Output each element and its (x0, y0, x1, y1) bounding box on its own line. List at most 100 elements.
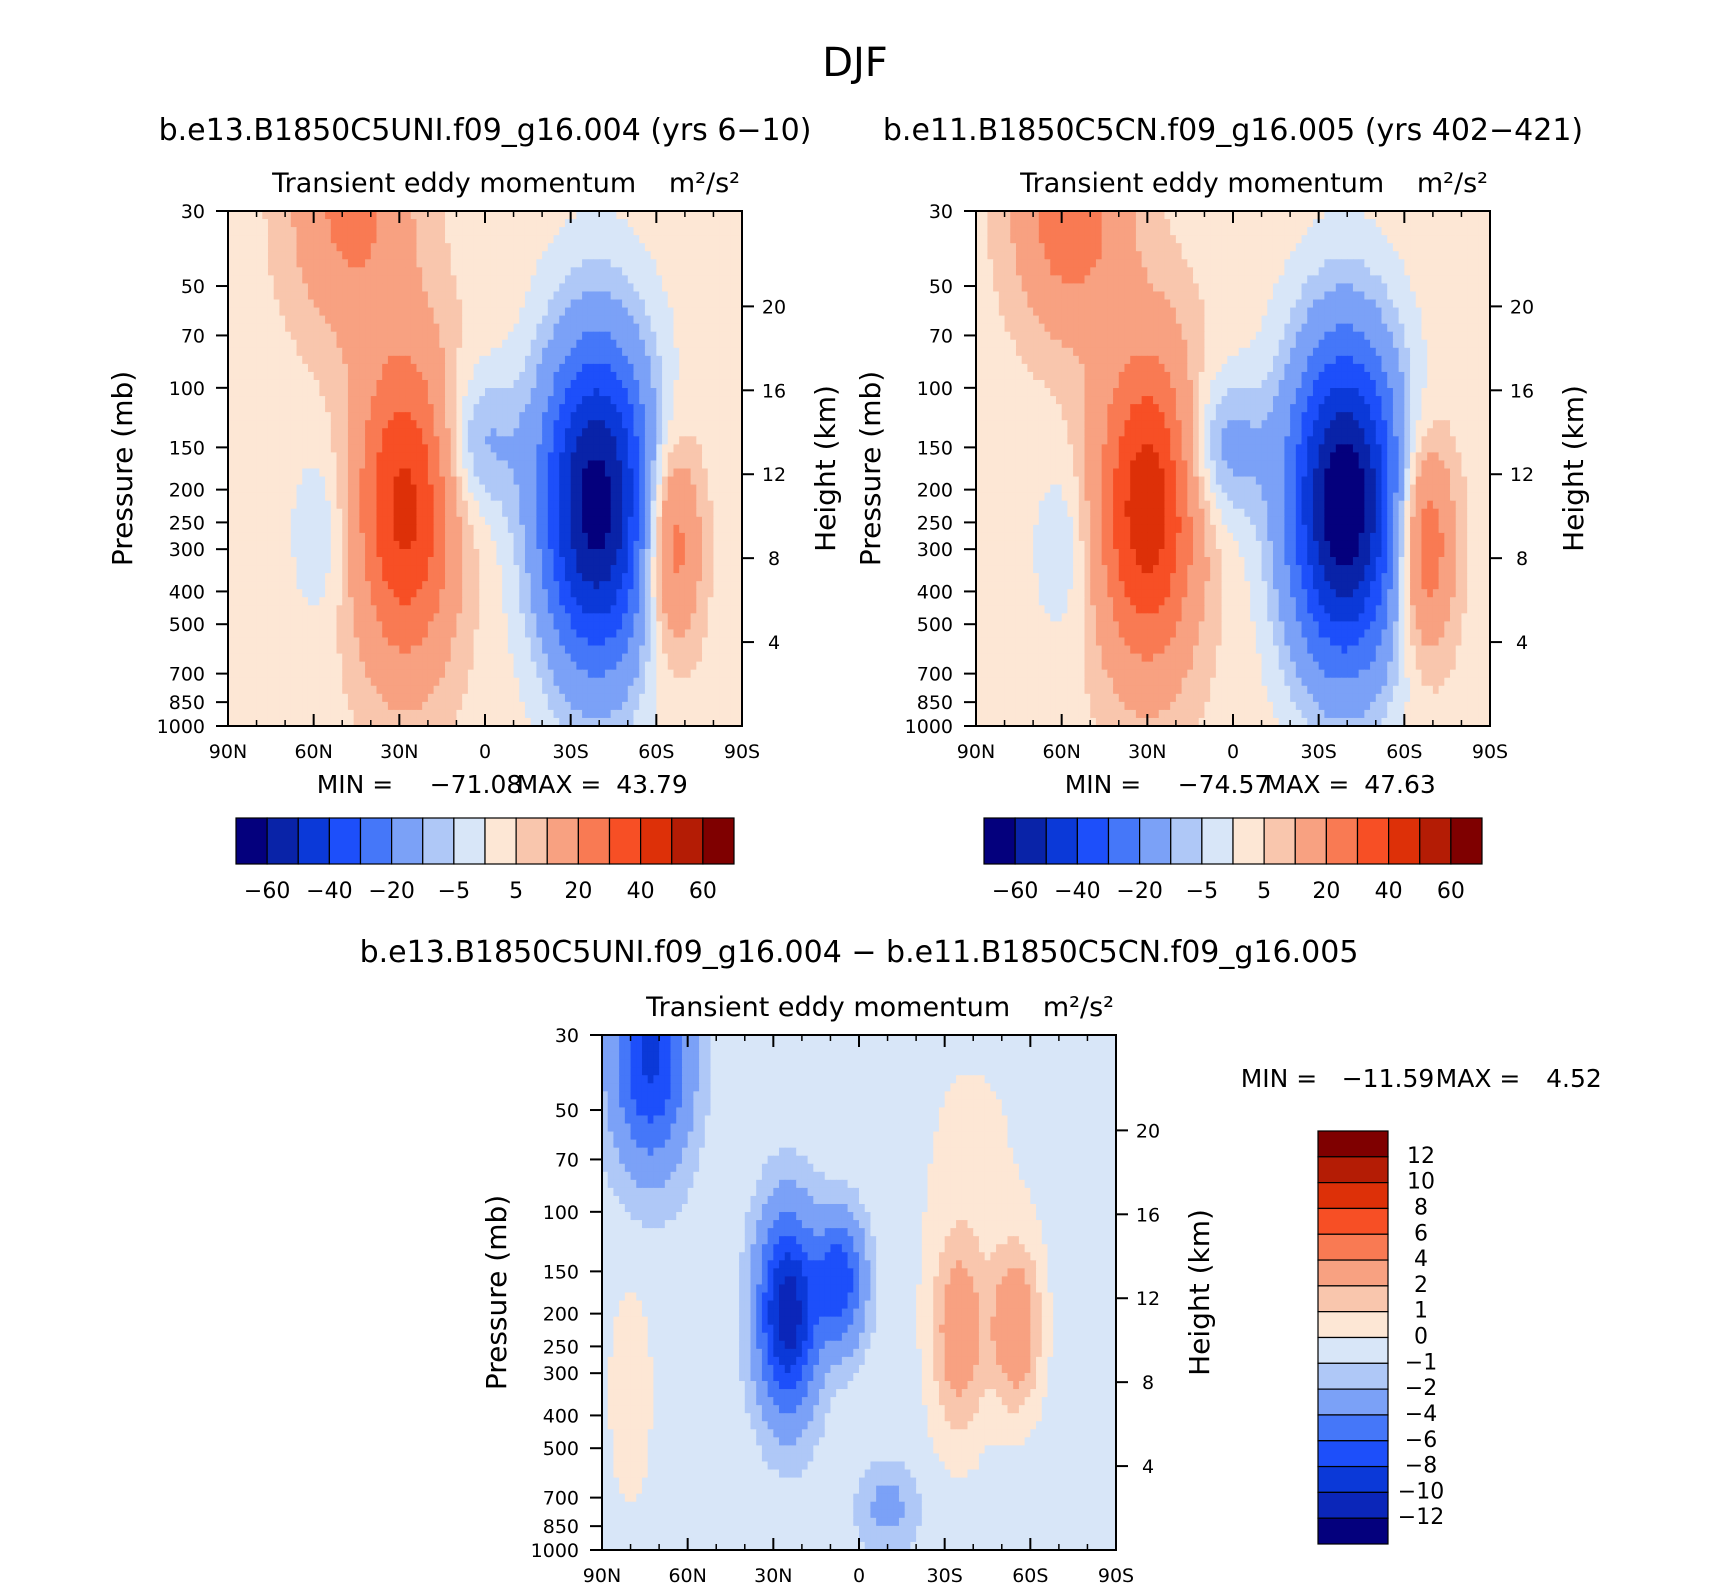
contour-cell (593, 557, 600, 566)
contour-cell (256, 404, 263, 413)
contour-cell (359, 524, 366, 534)
contour-cell (387, 404, 395, 413)
contour-cell (416, 307, 423, 317)
contour-cell (393, 219, 400, 228)
contour-cell (702, 597, 709, 606)
contour-cell (296, 259, 303, 268)
contour-cell (736, 307, 743, 317)
contour-cell (485, 508, 492, 518)
contour-cell (656, 637, 663, 647)
contour-cell (559, 565, 566, 574)
contour-cell (473, 557, 480, 566)
contour-cell (639, 219, 646, 228)
contour-cell (724, 516, 732, 526)
contour-cell (347, 259, 355, 268)
contour-cell (627, 645, 635, 655)
contour-cell (582, 363, 589, 373)
contour-cell (347, 589, 355, 598)
contour-cell (439, 396, 446, 405)
contour-cell (673, 573, 680, 582)
contour-cell (536, 299, 543, 309)
contour-cell (307, 211, 315, 220)
contour-cell (336, 323, 343, 333)
contour-cell (536, 444, 543, 454)
contour-cell (279, 621, 286, 631)
contour-cell (365, 540, 372, 550)
contour-cell (267, 597, 275, 606)
contour-cell (650, 339, 657, 349)
contour-cell (290, 476, 298, 486)
contour-cell (644, 573, 652, 582)
contour-cell (667, 315, 675, 325)
contour-cell (684, 339, 692, 349)
contour-cell (416, 492, 423, 502)
contour-cell (336, 307, 343, 317)
contour-cell (325, 291, 332, 301)
contour-cell (239, 645, 246, 655)
contour-cell (307, 420, 315, 429)
contour-cell (719, 605, 726, 614)
contour-cell (576, 436, 583, 445)
contour-cell (684, 420, 692, 429)
contour-cell (427, 412, 435, 421)
contour-cell (279, 468, 286, 478)
contour-cell (370, 388, 378, 397)
contour-cell (553, 581, 560, 590)
contour-cell (559, 589, 566, 598)
contour-cell (570, 508, 577, 518)
contour-cell (702, 412, 709, 421)
contour-cell (233, 211, 241, 220)
contour-cell (450, 452, 458, 462)
contour-cell (610, 291, 617, 301)
contour-cell (387, 500, 395, 510)
contour-cell (307, 331, 315, 341)
contour-cell (433, 267, 440, 276)
contour-cell (570, 379, 577, 389)
contour-cell (450, 323, 458, 333)
contour-cell (730, 468, 737, 478)
contour-cell (427, 428, 435, 437)
contour-cell (239, 653, 246, 663)
contour-cell (387, 452, 395, 462)
contour-cell (479, 339, 486, 349)
contour-cell (656, 508, 663, 518)
contour-cell (690, 589, 697, 598)
contour-cell (582, 629, 589, 639)
contour-cell (393, 500, 400, 510)
contour-cell (719, 251, 726, 260)
contour-cell (684, 404, 692, 413)
contour-cell (696, 573, 703, 582)
contour-cell (490, 565, 498, 574)
contour-cell (279, 508, 286, 518)
contour-cell (559, 259, 566, 268)
contour-cell (342, 645, 349, 655)
contour-cell (576, 492, 583, 502)
contour-cell (485, 412, 492, 421)
contour-cell (313, 581, 320, 590)
contour-cell (353, 637, 360, 647)
contour-cell (427, 500, 435, 510)
contour-cell (479, 331, 486, 341)
contour-cell (313, 428, 320, 437)
contour-cell (559, 211, 566, 220)
contour-cell (405, 420, 412, 429)
contour-cell (359, 259, 366, 268)
contour-cell (627, 629, 635, 639)
contour-cell (519, 516, 526, 526)
contour-cell (330, 452, 338, 462)
contour-cell (702, 420, 709, 429)
contour-cell (702, 500, 709, 510)
contour-cell (524, 500, 532, 510)
contour-cell (650, 315, 657, 325)
contour-cell (576, 331, 583, 341)
contour-cell (662, 589, 669, 598)
contour-cell (485, 404, 492, 413)
contour-cell (382, 388, 389, 397)
contour-cell (422, 516, 429, 526)
contour-cell (439, 235, 446, 244)
contour-cell (479, 291, 486, 301)
contour-cell (656, 299, 663, 309)
contour-cell (559, 323, 566, 333)
contour-cell (650, 484, 657, 494)
contour-cell (330, 468, 338, 478)
